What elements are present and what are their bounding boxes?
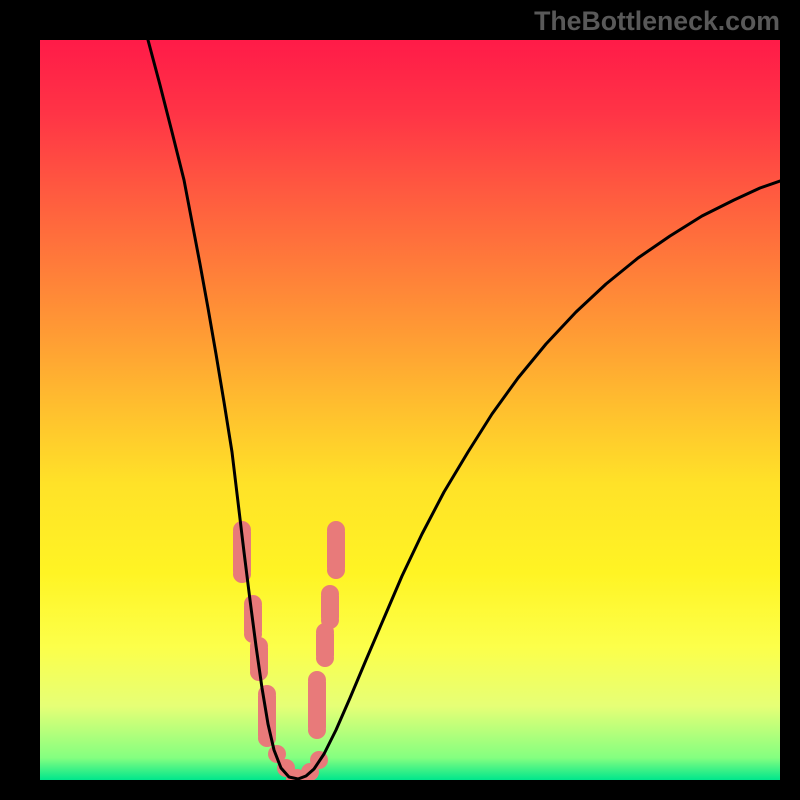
stage: TheBottleneck.com [0,0,800,800]
marker-right-low [308,671,326,739]
gradient-background [40,40,780,780]
plot-area [40,40,780,780]
marker-right-mid-a [321,585,339,629]
marker-right-upper [327,521,345,579]
plot-svg [40,40,780,780]
watermark-text: TheBottleneck.com [534,6,780,37]
marker-right-mid-b [316,623,334,667]
